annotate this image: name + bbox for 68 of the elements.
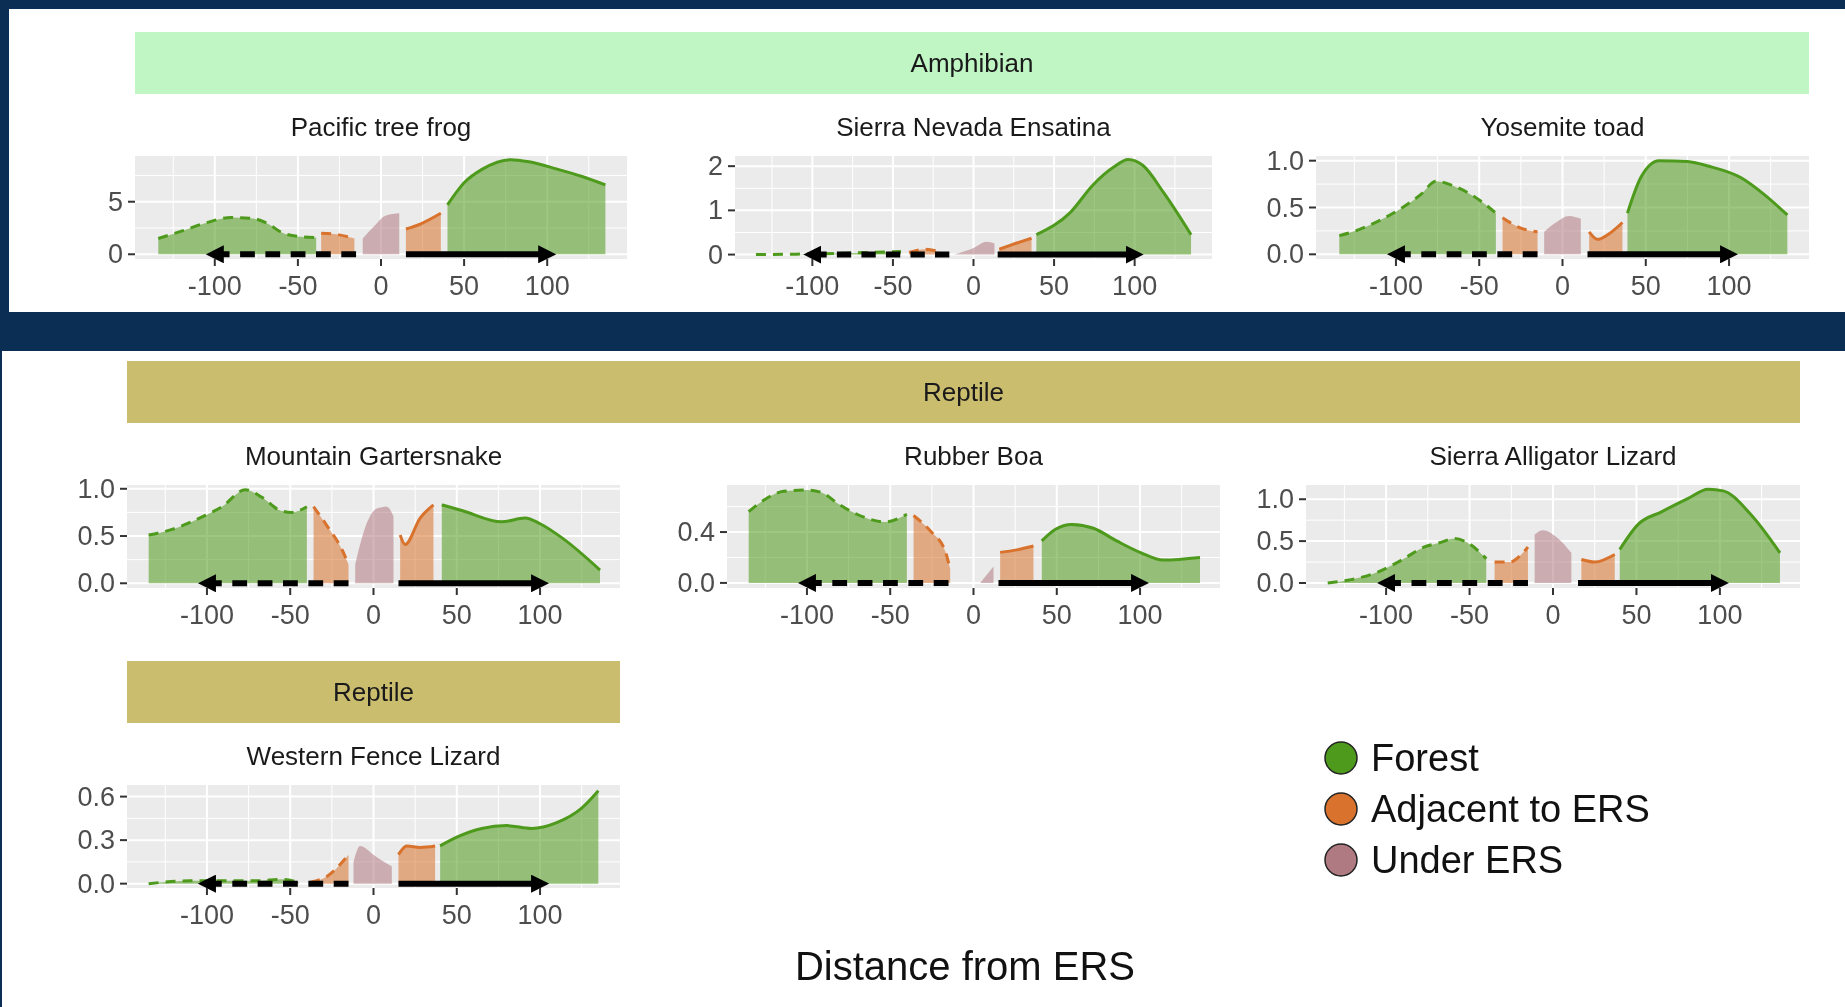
x-tick-label: -100 (1368, 271, 1423, 301)
y-tick-label: 1 (707, 195, 723, 226)
x-tick-label: 50 (1039, 271, 1070, 301)
x-tick-label: 50 (441, 900, 472, 930)
legend-label: Adjacent to ERS (1371, 788, 1650, 830)
text: Amphibian (910, 48, 1034, 78)
x-tick-label: 0 (1545, 600, 1561, 630)
y-tick-label: 0.3 (77, 825, 115, 856)
x-tick-label: 100 (1697, 600, 1743, 630)
x-tick-label: 0 (373, 271, 389, 301)
text: Reptile (923, 377, 1004, 407)
y-tick-label: 1.0 (1266, 145, 1304, 176)
x-tick-label: -50 (873, 271, 913, 301)
chart-title: Sierra Alligator Lizard (1429, 441, 1677, 471)
y-tick-label: 0.5 (1256, 526, 1294, 557)
legend-label: Under ERS (1371, 839, 1564, 881)
x-tick-label: -50 (270, 900, 310, 930)
x-tick-label: 0 (365, 600, 382, 630)
chart-title: Pacific tree frog (290, 112, 472, 142)
chart-title: Yosemite toad (1480, 112, 1645, 142)
chart-title: Mountain Gartersnake (244, 441, 503, 471)
x-tick-label: -50 (1450, 600, 1490, 630)
y-tick-label: 0.5 (77, 521, 115, 552)
x-tick-label: 0 (365, 900, 382, 930)
y-tick-label: 2 (707, 151, 723, 182)
x-tick-label: 0 (965, 600, 982, 630)
x-tick-label: 50 (1621, 600, 1652, 630)
legend-label: Forest (1371, 737, 1480, 779)
x-tick-label: 100 (517, 900, 563, 930)
x-tick-label: 100 (1112, 271, 1158, 301)
x-tick-label: -100 (179, 900, 234, 930)
x-tick-label: 50 (1041, 600, 1072, 630)
x-tick-label: 100 (1706, 271, 1752, 301)
x-tick-label: 100 (517, 600, 563, 630)
chart-title: Rubber Boa (904, 441, 1044, 471)
x-tick-label: 100 (524, 271, 570, 301)
y-tick-label: 1.0 (77, 473, 115, 504)
x-tick-label: -100 (179, 600, 234, 630)
x-tick-label: -50 (1459, 271, 1499, 301)
y-tick-label: 0.0 (77, 868, 115, 899)
y-tick-label: 0 (107, 239, 123, 270)
chart-title: Sierra Nevada Ensatina (836, 112, 1112, 142)
y-tick-label: 0.0 (77, 568, 115, 599)
y-tick-label: 0 (707, 239, 723, 270)
y-tick-label: 0.0 (1266, 239, 1304, 270)
x-tick-label: -100 (1359, 600, 1414, 630)
y-tick-label: 0.0 (1256, 567, 1294, 598)
y-tick-label: 0.0 (677, 567, 715, 598)
x-tick-label: -50 (270, 600, 310, 630)
x-tick-label: 0 (965, 271, 982, 301)
y-tick-label: 1.0 (1256, 484, 1294, 515)
x-tick-label: -50 (870, 600, 910, 630)
x-tick-label: -50 (278, 271, 318, 301)
x-tick-label: -100 (785, 271, 840, 301)
x-tick-label: 50 (449, 271, 480, 301)
y-tick-label: 5 (107, 186, 123, 217)
x-tick-label: 100 (1117, 600, 1163, 630)
x-tick-label: -100 (779, 600, 834, 630)
x-tick-label: 0 (1554, 271, 1571, 301)
x-tick-label: 50 (1630, 271, 1661, 301)
chart-title: Western Fence Lizard (246, 741, 501, 771)
y-tick-label: 0.5 (1266, 192, 1304, 223)
y-tick-label: 0.6 (77, 781, 115, 812)
x-axis-title: Distance from ERS (794, 944, 1136, 988)
x-tick-label: 50 (441, 600, 472, 630)
text: Reptile (333, 677, 414, 707)
x-tick-label: -100 (187, 271, 242, 301)
y-tick-label: 0.4 (677, 517, 715, 548)
